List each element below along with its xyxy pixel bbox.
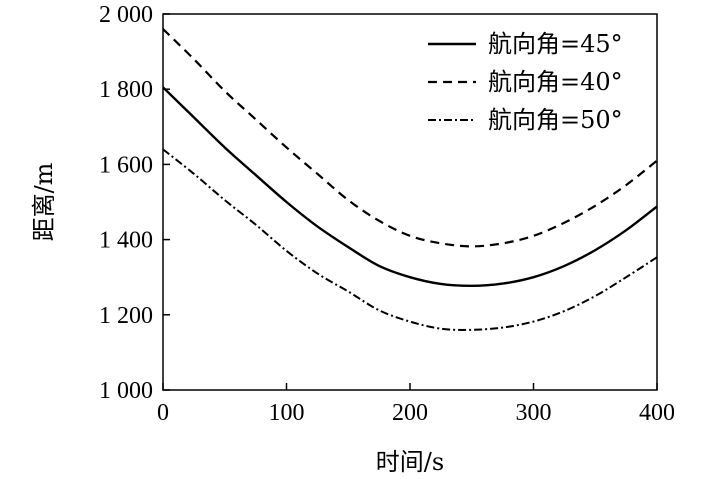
- y-axis-title: 距离/m: [30, 162, 58, 241]
- legend-label-3: 航向角=50°: [488, 106, 623, 134]
- y-tick-label: 1 200: [99, 303, 153, 329]
- series-layer: [162, 28, 658, 331]
- series-line-2: [162, 28, 658, 248]
- y-tick-label: 1 400: [99, 228, 153, 254]
- series-line-3: [162, 148, 658, 331]
- x-tick-label: 100: [269, 400, 305, 426]
- y-axis: 1 000 1 200 1 400 1 600 1 800 2 000: [99, 2, 170, 404]
- x-tick-label: 200: [392, 400, 428, 426]
- x-tick-label: 400: [639, 400, 675, 426]
- x-axis-title: 时间/s: [376, 448, 444, 476]
- y-tick-label: 1 000: [99, 378, 153, 404]
- y-tick-label: 1 800: [99, 77, 153, 103]
- x-axis: 0 100 200 300 400: [157, 383, 675, 426]
- legend-label-2: 航向角=40°: [488, 68, 623, 96]
- legend: 航向角=45° 航向角=40° 航向角=50°: [428, 30, 623, 134]
- y-tick-label: 1 600: [99, 152, 153, 178]
- x-tick-label: 0: [157, 400, 169, 426]
- y-tick-label: 2 000: [99, 2, 153, 28]
- series-line-1: [162, 86, 658, 288]
- x-tick-label: 300: [516, 400, 552, 426]
- legend-label-1: 航向角=45°: [488, 30, 623, 58]
